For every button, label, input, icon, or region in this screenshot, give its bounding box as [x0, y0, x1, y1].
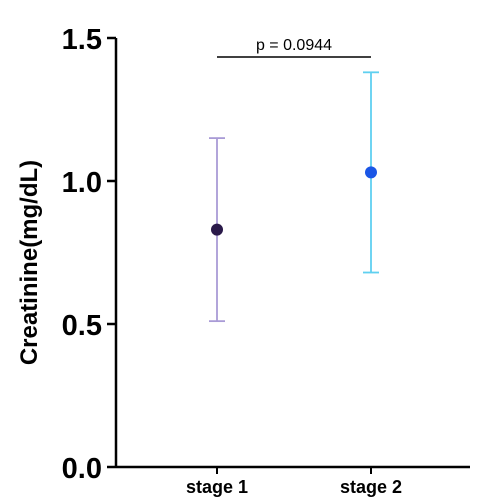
chart-marks [209, 71, 379, 323]
x-tick-label: stage 2 [340, 477, 402, 497]
data-point [211, 223, 223, 236]
y-tick-label: 1.0 [62, 167, 102, 199]
x-axis: stage 1 stage 2 [116, 465, 470, 497]
p-value-label: p = 0.0944 [256, 37, 332, 54]
data-point [365, 166, 377, 179]
y-tick-label: 0.5 [62, 310, 102, 342]
x-tick-label: stage 1 [186, 477, 248, 497]
y-tick-label: 1.5 [62, 24, 102, 56]
y-axis: 0.0 0.5 1.0 1.5 [62, 24, 118, 485]
y-axis-label: Creatinine(mg/dL) [16, 160, 43, 365]
significance-annotation: p = 0.0944 [217, 37, 371, 58]
y-tick-label: 0.0 [62, 453, 102, 485]
